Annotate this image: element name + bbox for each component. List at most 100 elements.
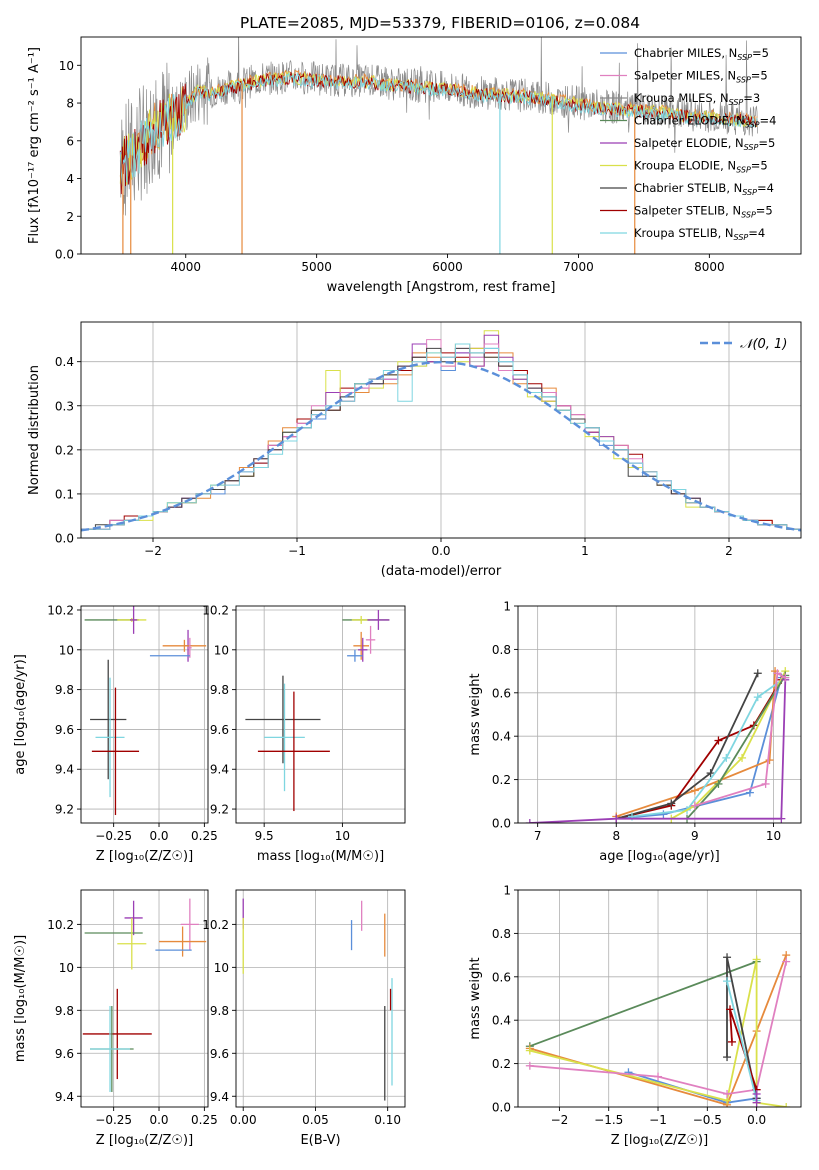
weight-marker — [525, 1046, 534, 1055]
mass_weight_vs_age-xlabel: age [log₁₀(age/yr)] — [599, 849, 720, 864]
errorbar-point — [91, 687, 140, 816]
age_vs_Z-border — [80, 605, 209, 824]
y-tick-label: 9.4 — [210, 1090, 229, 1104]
mass_weight_vs_Z-ylabel: mass weight — [468, 957, 483, 1039]
x-tick-label: 0.0 — [149, 1113, 168, 1127]
mass_weight_vs_Z-frame: −2 −1.5 −1 −0.5 0.0 0.0 0.2 0.4 0.6 0.8 1 Z [log₁₀(… — [468, 884, 802, 1148]
x-tick-label: −0.5 — [693, 1113, 722, 1127]
x-tick-label: 7000 — [563, 260, 594, 274]
errorbar-point — [95, 677, 125, 798]
histogram-series — [81, 343, 801, 538]
y-tick-label: 10.2 — [47, 603, 74, 617]
y-tick-label: 0.0 — [55, 532, 74, 546]
y-tick-label: 9.8 — [55, 1004, 74, 1018]
age_vs_Z-frame: −0.25 0.0 0.25 9.2 9.4 9.6 9.8 10 10.2 Z [log₁₀(Z… — [13, 603, 218, 864]
errorbar-point — [90, 659, 127, 780]
x-tick-label: −0.25 — [95, 1113, 132, 1127]
y-tick-label: 0.4 — [492, 1014, 511, 1028]
mass_vs_Z-border — [80, 889, 209, 1108]
mass_vs_Z-axes — [81, 890, 208, 1107]
spectrum-legend: Chabrier MILES, NSSP=5 Salpeter MILES, NS… — [600, 46, 776, 242]
errorbar-point — [353, 631, 370, 660]
spectrum-border — [80, 36, 802, 255]
legend-entry: Chabrier MILES, NSSP=5 — [634, 46, 769, 62]
x-tick-label: 10 — [335, 829, 350, 843]
y-tick-label: 6 — [66, 134, 74, 148]
x-tick-label: 10 — [766, 829, 781, 843]
errorbar-point — [162, 639, 207, 652]
weight-series-line — [529, 960, 757, 1048]
weight-series-line — [670, 670, 787, 820]
errorbar-point — [124, 900, 143, 936]
weight-marker — [782, 1103, 791, 1107]
y-tick-label: 8 — [66, 97, 74, 111]
y-tick-label: 9.2 — [210, 803, 229, 817]
weight-series-line — [726, 980, 758, 1101]
errorbar-point — [188, 637, 192, 658]
y-tick-label: 10 — [59, 961, 74, 975]
legend-entry: Chabrier STELIB, NSSP=4 — [634, 181, 774, 197]
weight-series-line — [529, 679, 787, 823]
x-tick-label: 0.0 — [747, 1113, 766, 1127]
y-tick-label: 10 — [214, 643, 229, 657]
weight-marker — [706, 769, 715, 778]
errorbar-point — [90, 1006, 130, 1092]
mass_vs_Z-points — [82, 898, 207, 1092]
mass_vs_EBV-axes — [236, 890, 405, 1107]
x-tick-label: −1 — [288, 544, 306, 558]
figure-title: PLATE=2085, MJD=53379, FIBERID=0106, z=0… — [240, 14, 640, 32]
age_vs_mass-border — [235, 605, 406, 824]
weight-marker — [667, 799, 676, 808]
weight-marker — [525, 1061, 534, 1070]
x-tick-label: −1.5 — [594, 1113, 623, 1127]
weight-marker — [765, 756, 774, 765]
spectrum-ylabel: Flux [fλ10⁻¹⁷ erg cm⁻² s⁻¹ A⁻¹] — [27, 47, 42, 244]
legend-entry: Salpeter MILES, NSSP=5 — [634, 69, 768, 85]
age_vs_Z-xlabel: Z [log₁₀(Z/Z☉)] — [96, 849, 193, 864]
weight-marker — [782, 957, 791, 966]
weight-marker — [727, 1037, 736, 1046]
weight-marker — [773, 669, 782, 678]
x-tick-label: 0.25 — [191, 1113, 218, 1127]
x-tick-label: 9 — [691, 829, 699, 843]
mass_weight_vs_Z-border — [517, 889, 802, 1108]
residuals-xlabel: (data-model)/error — [381, 564, 502, 579]
errorbar-point — [117, 917, 147, 970]
weight-marker — [723, 977, 732, 986]
mass_weight_vs_age-axes — [518, 605, 801, 824]
mass_weight_vs_age-ylabel: mass weight — [468, 673, 483, 755]
weight-marker — [777, 814, 786, 823]
legend-entry: Salpeter ELODIE, NSSP=5 — [634, 136, 775, 152]
legend-entry: Salpeter STELIB, NSSP=5 — [634, 204, 773, 220]
y-tick-label: 4 — [66, 172, 74, 186]
y-tick-label: 9.4 — [210, 763, 229, 777]
errorbar-point — [159, 926, 207, 957]
age_vs_Z-points — [84, 606, 207, 816]
y-tick-label: 0.4 — [492, 730, 511, 744]
y-tick-label: 2 — [66, 210, 74, 224]
weight-marker — [723, 1053, 732, 1062]
weight-marker — [761, 779, 770, 788]
mass_vs_Z-frame: −0.25 0.0 0.25 9.4 9.6 9.8 10 10.2 Z [log₁₀(Z/Z☉… — [13, 889, 218, 1148]
age_vs_mass-points — [245, 609, 390, 812]
spectrum-lines — [119, 37, 758, 254]
x-tick-label: 0.25 — [191, 829, 218, 843]
weight-marker — [612, 814, 621, 823]
mass_vs_EBV-border — [235, 889, 406, 1108]
y-tick-label: 0.2 — [492, 1057, 511, 1071]
x-tick-label: 6000 — [432, 260, 463, 274]
weight-marker — [781, 673, 790, 682]
weight-series-line — [694, 671, 786, 807]
weight-marker — [722, 753, 731, 762]
errorbar-point — [82, 988, 152, 1080]
y-tick-label: 9.6 — [210, 1047, 229, 1061]
mass_weight_vs_age-lines — [525, 667, 790, 823]
x-tick-label: 0.10 — [374, 1113, 401, 1127]
x-tick-label: 0.00 — [230, 1113, 257, 1127]
y-tick-label: 9.8 — [210, 1004, 229, 1018]
y-tick-label: 9.2 — [55, 803, 74, 817]
x-tick-label: 1 — [581, 544, 589, 558]
y-tick-label: 9.8 — [55, 683, 74, 697]
mass_weight_vs_age-border — [517, 605, 802, 824]
errorbar-point — [365, 625, 376, 654]
